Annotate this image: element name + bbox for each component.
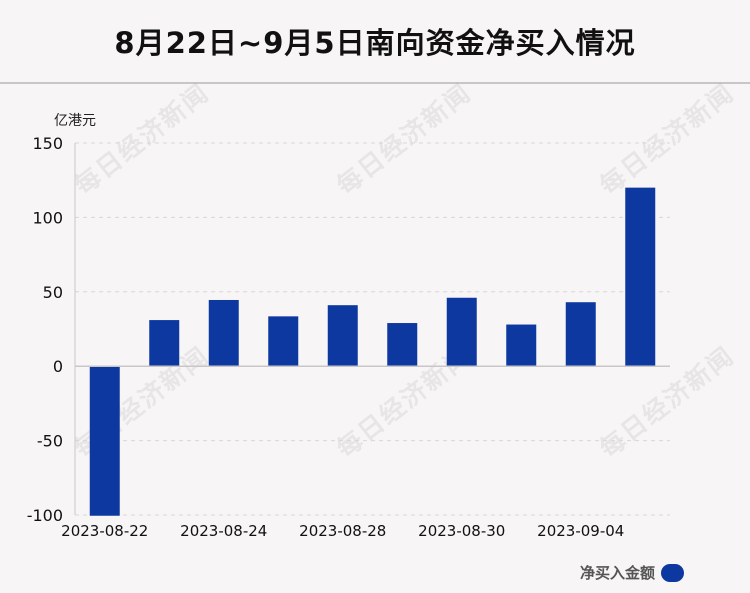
x-tick-label: 2023-08-22 — [61, 522, 148, 540]
bar — [268, 316, 299, 367]
y-axis-label: 亿港元 — [54, 113, 96, 129]
y-tick-label: 150 — [32, 134, 63, 153]
y-tick-label: -100 — [27, 506, 63, 525]
y-tick-label: -50 — [37, 432, 63, 451]
x-tick-label: 2023-08-28 — [299, 522, 386, 540]
chart-title: 8月22日~9月5日南向资金净买入情况 — [114, 26, 636, 60]
bar — [387, 323, 418, 367]
x-tick-label: 2023-08-30 — [418, 522, 505, 540]
bar — [565, 302, 596, 367]
bar — [506, 324, 537, 367]
bar — [149, 320, 180, 367]
y-tick-label: 50 — [43, 283, 63, 302]
legend-label: 净买入金额 — [579, 564, 655, 582]
title-bar: 8月22日~9月5日南向资金净买入情况 — [0, 0, 750, 84]
bar — [625, 187, 656, 367]
legend-swatch — [661, 563, 684, 582]
x-tick-label: 2023-08-24 — [180, 522, 267, 540]
x-tick-label: 2023-09-04 — [537, 522, 624, 540]
y-tick-label: 100 — [32, 208, 63, 227]
y-tick-label: 0 — [53, 357, 63, 376]
legend: 净买入金额 — [580, 562, 684, 583]
bar — [89, 366, 120, 516]
bar — [208, 299, 239, 367]
bar — [327, 305, 358, 367]
bar — [446, 297, 477, 367]
